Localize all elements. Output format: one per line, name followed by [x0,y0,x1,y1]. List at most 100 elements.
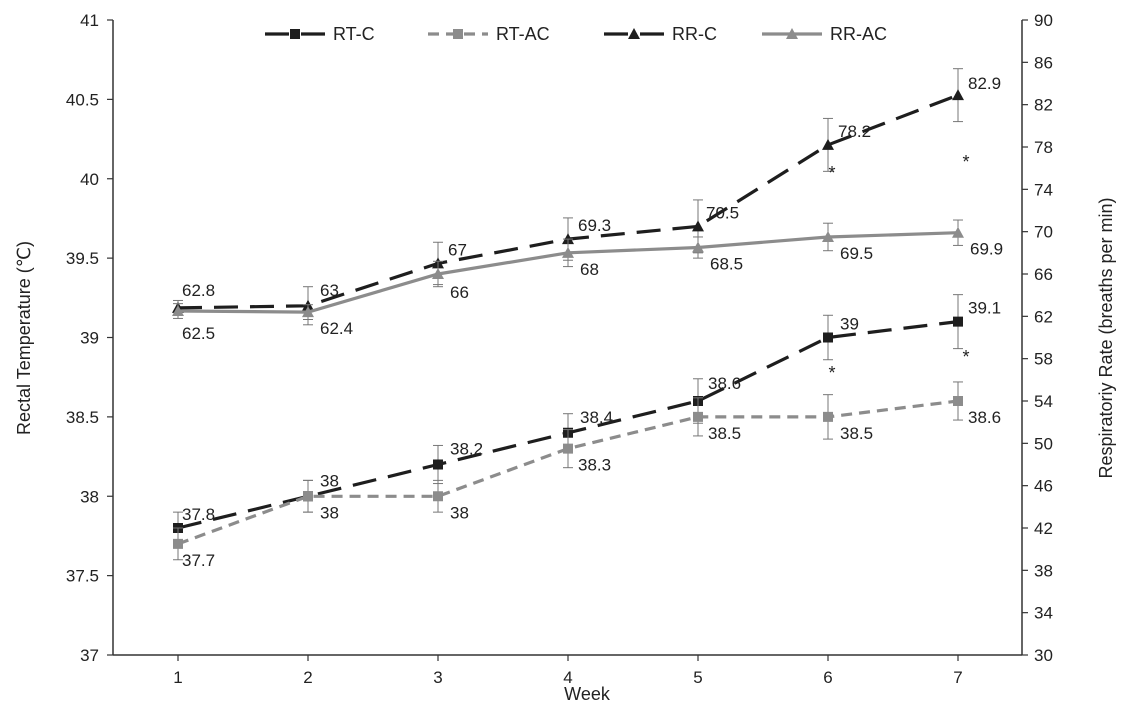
data-labels: 37.8 38 38.2 38.4 38.6 39 39.1 37.7 38 38 38.3 38.5… [182,74,1003,570]
data-point [952,226,964,238]
right-tick-label: 42 [1034,519,1053,538]
x-axis-title: Week [564,684,611,704]
x-tick-label: 6 [823,668,832,687]
right-tick-label: 30 [1034,646,1053,665]
data-point [563,443,573,454]
left-tick-label: 37.5 [66,567,99,586]
data-label: 38 [320,503,339,522]
right-tick-label: 38 [1034,561,1053,580]
legend-swatch-marker [786,28,798,39]
series-rr-c [172,68,964,326]
significance-star: * [828,163,835,183]
series-layer [172,68,964,561]
right-tick-label: 46 [1034,477,1053,496]
legend-item-rr-c: RR-C [604,24,717,44]
series-rr-ac [172,219,964,321]
data-label: 37.7 [182,551,215,570]
left-tick-label: 40.5 [66,90,99,109]
data-label: 68 [580,260,599,279]
legend-label: RR-C [672,24,717,44]
left-tick-label: 41 [80,11,99,30]
right-tick-label: 34 [1034,604,1053,623]
data-point [433,491,443,502]
left-tick-label: 38.5 [66,408,99,427]
data-point [432,268,444,279]
significance-star: * [828,363,835,383]
data-label: 39 [840,315,859,334]
legend-label: RR-AC [830,24,887,44]
data-point [693,411,703,422]
right-tick-label: 66 [1034,265,1053,284]
data-point [692,220,704,232]
left-tick-label: 39 [80,329,99,348]
right-tick-label: 58 [1034,350,1053,369]
right-tick-label: 62 [1034,307,1053,326]
data-label: 38.6 [708,374,741,393]
right-tick-label: 50 [1034,434,1053,453]
right-tick-label: 78 [1034,138,1053,157]
left-tick-label: 37 [80,646,99,665]
legend-item-rr-ac: RR-AC [762,24,887,44]
data-point [953,396,963,406]
right-tick-label: 82 [1034,96,1053,115]
x-tick-label: 3 [433,668,442,687]
left-axis-title: Rectal Temperature (℃) [14,241,34,435]
legend-swatch-marker [290,29,300,39]
data-point [433,459,443,470]
left-axis-ticks: 37 37.5 38 38.5 39 39.5 40 40.5 41 [66,11,113,665]
significance-star: * [962,347,969,367]
data-label: 70.5 [706,203,739,222]
data-point [303,491,313,502]
right-tick-label: 90 [1034,11,1053,30]
right-tick-label: 70 [1034,223,1053,242]
right-axis-ticks: 30 34 38 42 46 50 54 58 62 66 70 74 78 82 86 90 [1022,11,1053,665]
data-point [952,89,964,101]
data-label: 82.9 [968,74,1001,93]
left-tick-label: 39.5 [66,249,99,268]
data-label: 37.8 [182,505,215,524]
left-tick-label: 40 [80,170,99,189]
data-point [172,305,184,317]
right-tick-label: 86 [1034,53,1053,72]
data-label: 38.4 [580,408,613,427]
axes [112,20,1023,656]
legend-label: RT-AC [496,24,550,44]
x-tick-label: 2 [303,668,312,687]
data-point [173,538,183,549]
data-label: 68.5 [710,255,743,274]
data-point [822,138,834,150]
data-label: 69.5 [840,244,873,263]
data-point [302,306,314,318]
significance-star: * [962,152,969,172]
legend-item-rt-ac: RT-AC [428,24,550,44]
data-label: 38.3 [578,456,611,475]
right-tick-label: 74 [1034,180,1053,199]
data-label: 69.3 [578,216,611,235]
data-label: 62.8 [182,281,215,300]
data-label: 38.2 [450,440,483,459]
data-label: 38 [320,471,339,490]
series-rt-ac [173,381,963,561]
data-label: 38.6 [968,408,1001,427]
data-point [823,332,833,343]
data-point [953,316,963,327]
x-tick-label: 1 [173,668,182,687]
legend-label: RT-C [333,24,375,44]
data-label: 63 [320,281,339,300]
legend-swatch-marker [628,28,640,39]
x-axis-ticks: 1 2 3 4 5 6 7 [173,655,963,687]
data-label: 62.4 [320,319,353,338]
x-tick-label: 5 [693,668,702,687]
data-label: 39.1 [968,299,1001,318]
data-point [823,411,833,422]
right-axis-title: Respiratoriy Rate (breaths per min) [1096,197,1116,478]
data-point [562,246,574,258]
data-label: 67 [448,240,467,259]
legend: RT-C RT-AC RR-C RR-AC [265,24,887,44]
data-label: 38 [450,503,469,522]
left-tick-label: 38 [80,487,99,506]
legend-item-rt-c: RT-C [265,24,375,44]
data-label: 38.5 [708,424,741,443]
data-label: 38.5 [840,424,873,443]
